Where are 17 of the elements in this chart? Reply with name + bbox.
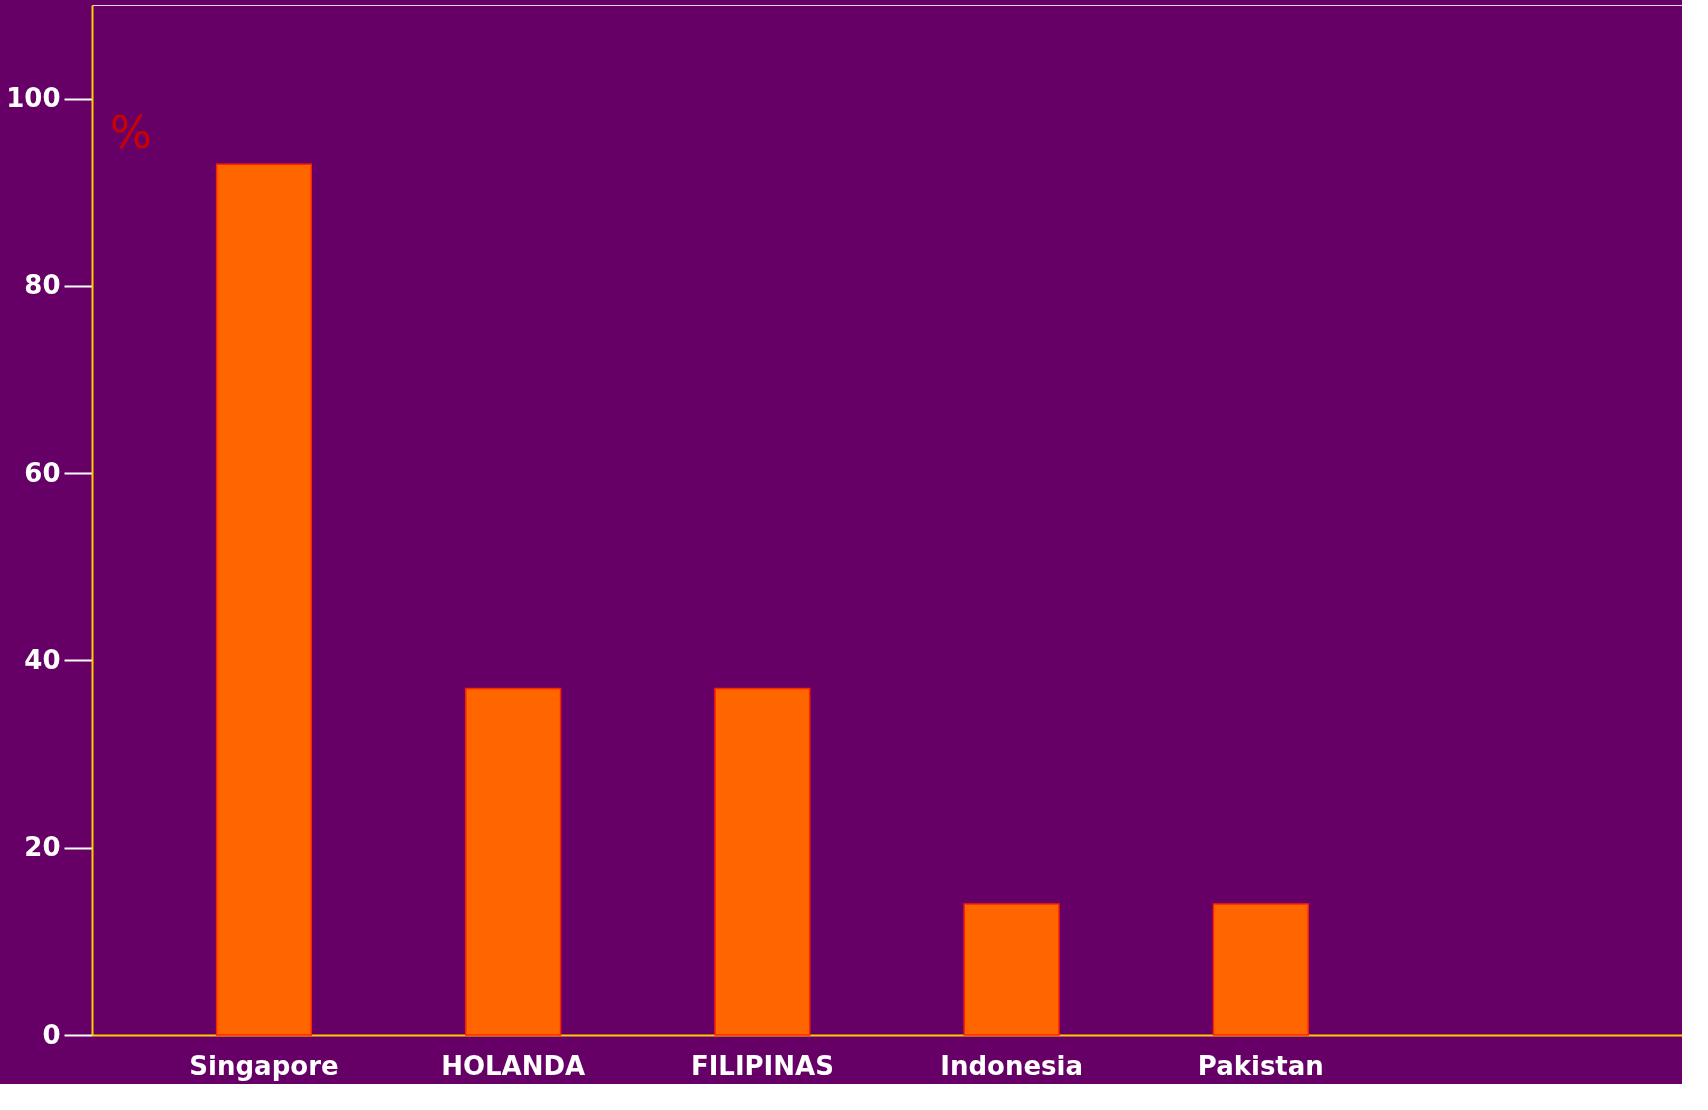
bar xyxy=(714,687,811,1036)
x-tick-label: Pakistan xyxy=(1197,1050,1324,1081)
x-tick-label: FILIPINAS xyxy=(690,1050,834,1081)
x-tick-label: Indonesia xyxy=(940,1050,1083,1081)
y-tick-label: 0 xyxy=(42,1019,61,1050)
y-tick-label: 80 xyxy=(24,270,61,301)
bar xyxy=(465,687,562,1036)
y-tick-label: 100 xyxy=(6,83,61,114)
y-tick-label: 20 xyxy=(24,832,61,863)
x-tick-label: HOLANDA xyxy=(441,1050,586,1081)
bar xyxy=(1212,903,1309,1036)
x-tick-label: Singapore xyxy=(189,1050,339,1081)
y-tick-label: 60 xyxy=(24,457,61,488)
bar xyxy=(215,163,313,1036)
annotation: % xyxy=(110,107,152,158)
bar xyxy=(963,903,1060,1036)
y-tick-label: 40 xyxy=(24,644,61,675)
